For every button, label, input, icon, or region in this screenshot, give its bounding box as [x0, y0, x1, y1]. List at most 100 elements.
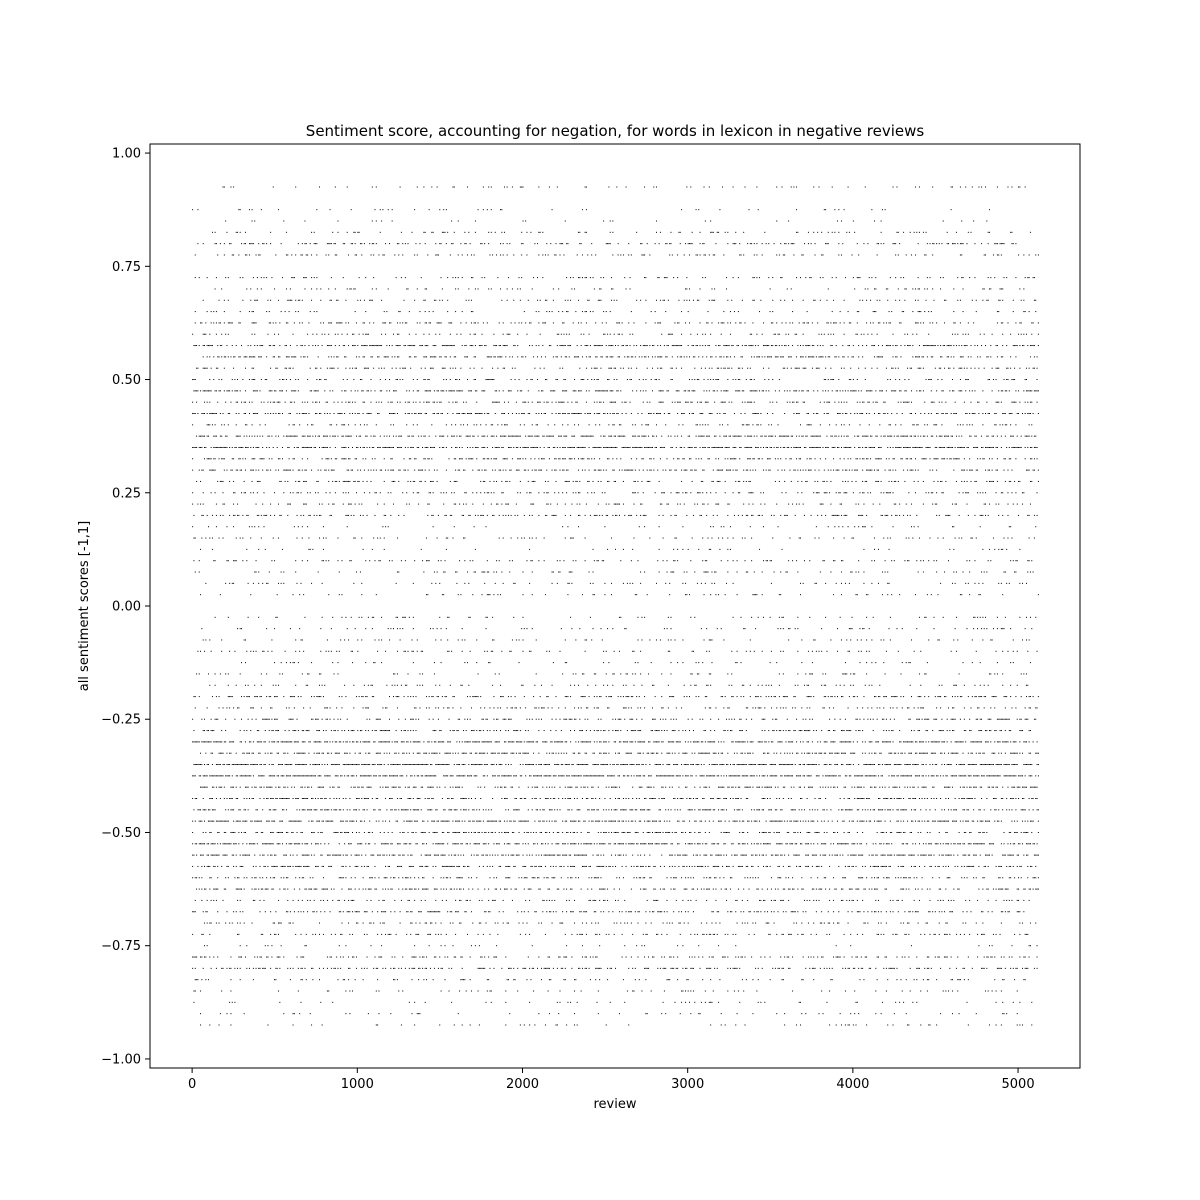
data-point: [870, 322, 872, 324]
data-point: [603, 333, 605, 335]
data-point: [867, 458, 869, 460]
data-point: [580, 333, 582, 335]
data-point: [928, 492, 930, 494]
data-point: [992, 480, 994, 482]
data-point: [465, 401, 467, 403]
data-point: [797, 231, 799, 233]
data-point: [215, 503, 217, 505]
data-point: [868, 277, 870, 279]
data-point: [901, 311, 903, 313]
data-point: [414, 458, 416, 460]
data-point: [285, 254, 287, 256]
data-point: [805, 367, 807, 369]
data-point: [699, 492, 701, 494]
data-point: [689, 356, 691, 358]
data-point: [991, 333, 993, 335]
data-point: [266, 379, 268, 381]
data-point: [612, 458, 614, 460]
data-point: [737, 435, 739, 437]
data-point: [379, 209, 381, 211]
data-point: [690, 469, 692, 471]
data-point: [909, 367, 911, 369]
data-point: [793, 186, 795, 188]
data-point: [443, 390, 445, 392]
data-point: [917, 446, 919, 448]
data-point: [581, 446, 583, 448]
data-point: [864, 379, 866, 381]
data-point: [962, 311, 964, 313]
data-point: [920, 367, 922, 369]
data-point: [634, 480, 636, 482]
data-point: [596, 345, 598, 347]
data-point: [554, 390, 556, 392]
data-point: [456, 480, 458, 482]
data-point: [866, 413, 868, 414]
data-point: [538, 345, 540, 347]
data-point: [494, 469, 496, 471]
data-point: [398, 446, 400, 448]
data-point: [719, 356, 721, 358]
data-point: [544, 379, 546, 381]
data-point: [796, 231, 798, 233]
data-point: [1024, 458, 1026, 460]
data-point: [760, 424, 762, 426]
data-point: [489, 356, 491, 358]
data-point: [917, 480, 919, 482]
data-point: [726, 446, 728, 448]
data-point: [534, 446, 536, 448]
data-point: [913, 435, 915, 437]
data-point: [227, 390, 229, 392]
data-point: [731, 299, 733, 301]
data-point: [509, 356, 511, 358]
data-point: [519, 424, 521, 426]
data-point: [719, 480, 721, 482]
data-point: [838, 231, 840, 233]
data-point: [749, 367, 751, 369]
data-point: [887, 379, 889, 381]
data-point: [451, 243, 453, 245]
data-point: [1004, 458, 1006, 460]
data-point: [854, 288, 856, 290]
data-point: [726, 469, 728, 471]
data-point: [917, 435, 919, 437]
data-point: [419, 345, 421, 347]
data-point: [677, 413, 679, 414]
data-point: [818, 469, 820, 471]
data-point: [729, 435, 731, 437]
data-point: [888, 322, 890, 324]
data-point: [221, 288, 223, 290]
data-point: [702, 277, 704, 279]
data-point: [599, 390, 601, 392]
data-point: [823, 379, 825, 381]
data-point: [486, 322, 488, 324]
data-point: [287, 299, 289, 301]
data-point: [256, 413, 258, 414]
data-point: [850, 322, 852, 324]
data-point: [370, 469, 372, 471]
data-point: [996, 322, 998, 324]
data-point: [875, 311, 877, 313]
data-point: [944, 435, 946, 437]
data-point: [932, 186, 934, 188]
data-point: [348, 345, 350, 347]
data-point: [846, 401, 848, 403]
data-point: [880, 356, 882, 358]
data-point: [796, 435, 798, 437]
data-point: [677, 458, 679, 460]
data-point: [538, 311, 540, 313]
data-point: [443, 379, 445, 381]
data-point: [597, 390, 599, 392]
data-point: [206, 458, 208, 460]
data-point: [703, 435, 705, 437]
data-point: [494, 446, 496, 448]
data-point: [854, 435, 856, 437]
data-point: [506, 288, 508, 290]
data-point: [772, 322, 774, 324]
data-point: [440, 492, 442, 494]
data-point: [932, 401, 934, 403]
data-point: [924, 311, 926, 313]
data-point: [394, 356, 396, 358]
data-point: [983, 458, 985, 460]
data-point: [863, 458, 865, 460]
data-point: [965, 186, 967, 188]
